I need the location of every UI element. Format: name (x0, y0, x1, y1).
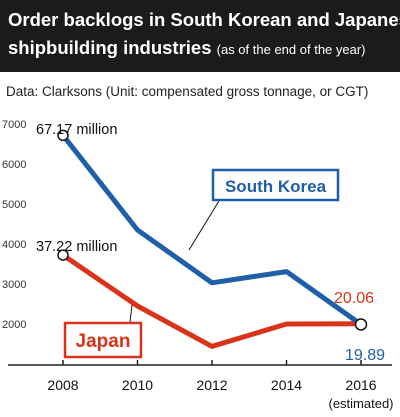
x-tick-label: 2010 (122, 377, 153, 393)
series-line-south-korea (60, 132, 364, 327)
start-marker-japan (57, 249, 69, 261)
annotation-south-korea-2016: 19.89 (345, 347, 385, 364)
title-banner: Order backlogs in South Korean and Japan… (0, 0, 400, 72)
estimated-note: (estimated) (328, 396, 393, 411)
y-tick-label: 7000 (2, 119, 26, 131)
x-tick-label: 2014 (271, 377, 302, 393)
chart-title-line2-text: shipbuilding industries (8, 37, 212, 58)
x-tick-label: 2008 (47, 377, 78, 393)
annotation-south-korea-2008: 67.17 million (36, 122, 117, 138)
legend-box-japan (63, 321, 143, 359)
annotation-japan-2008: 37.22 million (36, 239, 117, 255)
series-line-japan (60, 252, 364, 349)
x-tick-label: 2012 (196, 377, 227, 393)
legend-leader-japan (129, 304, 133, 323)
legend-label-south-korea: South Korea (225, 177, 327, 196)
chart-title-note: (as of the end of the year) (216, 42, 366, 57)
legend-box-south-korea (211, 168, 340, 202)
legend-leader-south-korea (188, 195, 223, 251)
data-source-note: Data: Clarksons (Unit: compensated gross… (6, 84, 369, 99)
chart-title-line2: shipbuilding industries (as of the end o… (8, 36, 366, 62)
y-tick-label: 2000 (2, 319, 26, 331)
y-tick-label: 6000 (2, 159, 26, 171)
x-tick-label: 2016 (345, 377, 376, 393)
y-tick-label: 4000 (2, 239, 26, 251)
y-tick-label: 5000 (2, 199, 26, 211)
start-marker-south-korea (57, 129, 69, 142)
end-marker (354, 318, 368, 331)
legend-label-japan: Japan (76, 331, 131, 352)
chart-title-line1: Order backlogs in South Korean and Japan… (8, 9, 400, 30)
annotation-japan-2016: 20.06 (334, 290, 374, 307)
y-tick-label: 3000 (2, 279, 26, 291)
